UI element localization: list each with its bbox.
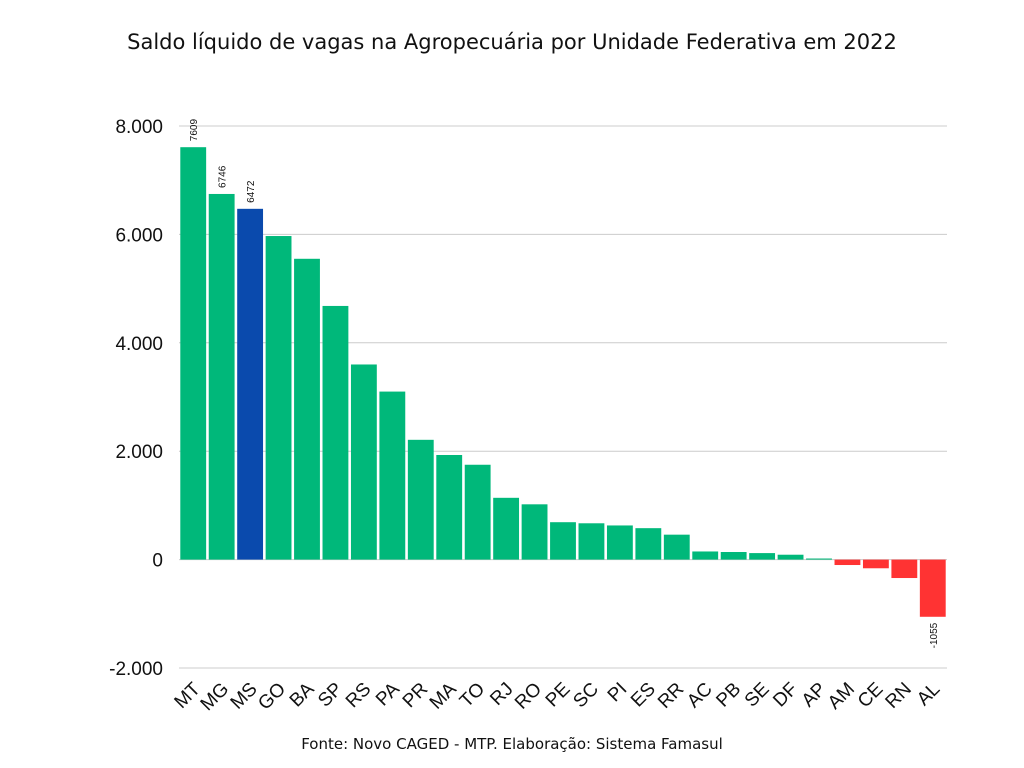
x-tick-label: AL (913, 679, 944, 710)
x-tick-label: CE (854, 679, 888, 713)
bar-to (464, 464, 491, 560)
bar-ms (237, 208, 264, 560)
bar-ce (862, 559, 889, 569)
x-tick-label: RJ (486, 679, 517, 710)
bar-pr (407, 439, 434, 560)
x-tick-label: RN (882, 679, 916, 713)
y-tick-label: -2.000 (109, 659, 163, 680)
data-label-ms: 6472 (246, 180, 257, 203)
bar-se (749, 553, 776, 560)
x-tick-label: AC (683, 679, 717, 713)
chart-title: Saldo líquido de vagas na Agropecuária p… (127, 30, 897, 54)
bar-go (265, 236, 292, 560)
bar-sp (322, 305, 349, 560)
x-tick-label: SP (314, 679, 347, 712)
bar-mg (208, 193, 235, 560)
bar-pe (550, 522, 576, 560)
bar-es (635, 528, 662, 560)
y-axis: 8.000 6.000 4.000 2.000 0 -2.000 (109, 117, 163, 680)
chart-source: Fonte: Novo CAGED - MTP. Elaboração: Sis… (301, 735, 723, 753)
bar-ac (692, 551, 719, 560)
data-label-al: -1055 (929, 622, 940, 648)
bar-al (919, 559, 946, 617)
x-tick-label: SC (569, 679, 603, 713)
bar-pa (379, 391, 406, 560)
x-tick-label: TO (456, 679, 489, 712)
bar-sc (578, 523, 605, 560)
bar-rr (663, 534, 690, 560)
x-tick-label: RS (342, 679, 376, 713)
y-tick-label: 2.000 (115, 442, 163, 463)
bar-rn (891, 559, 918, 579)
x-tick-label: MT (171, 678, 206, 713)
bar-am (834, 559, 861, 566)
x-tick-label: PR (399, 679, 433, 713)
bars (180, 147, 946, 617)
x-tick-label: RR (654, 679, 688, 713)
bar-rs (350, 364, 377, 560)
bar-ap (806, 558, 832, 560)
data-labels: 7609 6746 6472 -1055 (189, 119, 940, 649)
bar-pb (720, 552, 747, 560)
bar-mt (180, 147, 207, 560)
bar-pi (606, 525, 633, 560)
bar-rj (493, 497, 520, 560)
x-tick-label: SE (741, 679, 774, 712)
y-tick-label: 8.000 (115, 117, 163, 138)
bar-df (777, 554, 804, 560)
x-tick-label: PA (372, 678, 404, 710)
x-tick-label: PE (542, 679, 575, 712)
x-tick-label: DF (769, 679, 802, 712)
y-tick-label: 6.000 (115, 225, 163, 246)
y-tick-label: 4.000 (115, 334, 163, 355)
y-tick-label: 0 (152, 551, 163, 572)
bar-ro (521, 504, 548, 560)
x-tick-label: AP (798, 679, 831, 712)
bar-ma (436, 454, 463, 560)
x-tick-label: PB (712, 679, 745, 712)
data-label-mg: 6746 (218, 165, 229, 188)
x-tick-label: ES (627, 679, 660, 712)
data-label-mt: 7609 (189, 119, 200, 142)
x-tick-label: BA (286, 678, 319, 711)
x-tick-label: PI (604, 679, 632, 707)
bar-ba (294, 258, 320, 560)
